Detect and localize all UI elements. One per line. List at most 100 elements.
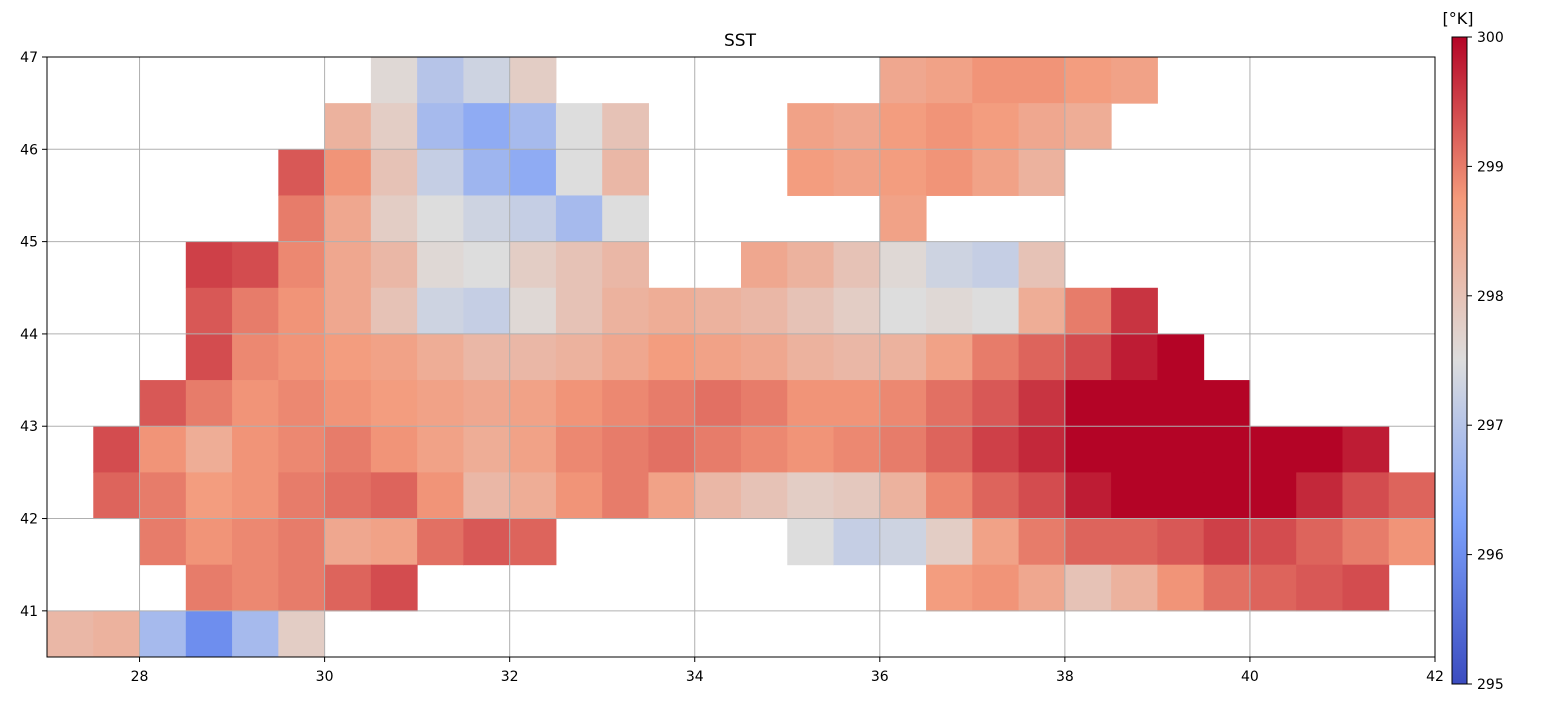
heatmap-cell xyxy=(185,518,233,566)
heatmap-cell xyxy=(833,380,881,427)
heatmap-cell xyxy=(232,241,279,289)
heatmap-cell xyxy=(185,380,233,427)
y-tick-label: 47 xyxy=(20,50,38,66)
heatmap-cell xyxy=(602,472,649,520)
heatmap-cell xyxy=(1064,380,1112,427)
heatmap-cell xyxy=(509,472,557,520)
heatmap-cell xyxy=(1064,333,1112,381)
heatmap-cell xyxy=(1342,518,1390,566)
heatmap-cell xyxy=(232,333,279,381)
heatmap-cell xyxy=(463,195,511,243)
heatmap-cell xyxy=(787,103,835,150)
heatmap-cell xyxy=(324,472,372,520)
heatmap-cell xyxy=(972,472,1020,520)
heatmap-cell xyxy=(972,287,1020,335)
heatmap-cell xyxy=(417,57,464,104)
heatmap-cell xyxy=(972,564,1020,612)
heatmap-cell xyxy=(1018,103,1066,150)
heatmap-cell xyxy=(833,149,881,196)
chart-title: SST xyxy=(724,31,757,51)
colorbar-tick-label: 295 xyxy=(1477,677,1504,693)
heatmap-cell xyxy=(1157,472,1205,520)
heatmap-cell xyxy=(833,241,881,289)
y-tick-label: 46 xyxy=(20,142,38,158)
heatmap-cell xyxy=(1342,426,1390,473)
heatmap-cell xyxy=(1388,518,1436,566)
colorbar-label: [°K] xyxy=(1443,9,1474,28)
heatmap-cell xyxy=(509,149,557,196)
heatmap-cell xyxy=(787,241,835,289)
heatmap-cell xyxy=(694,426,742,473)
heatmap-cell xyxy=(1249,518,1297,566)
heatmap-cell xyxy=(602,149,649,196)
heatmap-cell xyxy=(463,287,511,335)
heatmap-cell xyxy=(1342,472,1390,520)
heatmap-cell xyxy=(648,472,696,520)
heatmap-cell xyxy=(833,333,881,381)
heatmap-cell xyxy=(926,149,973,196)
heatmap-cell xyxy=(324,380,372,427)
heatmap-cell xyxy=(1203,518,1251,566)
heatmap-cell xyxy=(555,103,603,150)
heatmap-cell xyxy=(1342,564,1390,612)
heatmap-cell xyxy=(1296,518,1343,566)
heatmap-cell xyxy=(185,472,233,520)
heatmap-cell xyxy=(1203,564,1251,612)
heatmap-cell xyxy=(278,380,326,427)
heatmap-cell xyxy=(1249,472,1297,520)
heatmap-cell xyxy=(602,426,649,473)
heatmap-cell xyxy=(463,426,511,473)
heatmap-cell xyxy=(879,472,927,520)
heatmap-cell xyxy=(185,287,233,335)
heatmap-cell xyxy=(602,287,649,335)
heatmap-cell xyxy=(602,103,649,150)
heatmap-cell xyxy=(185,241,233,289)
heatmap-cell xyxy=(324,426,372,473)
heatmap-cell xyxy=(648,287,696,335)
heatmap-cell xyxy=(324,333,372,381)
heatmap-cell xyxy=(1111,564,1158,612)
heatmap-cell xyxy=(509,333,557,381)
heatmap-cell xyxy=(1111,426,1158,473)
heatmap-cell xyxy=(278,564,326,612)
heatmap-cell xyxy=(463,518,511,566)
heatmap-cell xyxy=(1018,149,1066,196)
heatmap-cell xyxy=(232,610,279,658)
heatmap-cell xyxy=(1111,518,1158,566)
plot-frame xyxy=(46,56,1436,658)
heatmap-cell xyxy=(1388,472,1436,520)
heatmap-cell xyxy=(185,564,233,612)
colorbar-tick-label: 296 xyxy=(1477,548,1504,564)
colorbar-tick-label: 300 xyxy=(1477,30,1504,46)
heatmap-cell xyxy=(278,287,326,335)
heatmap-cell xyxy=(1111,287,1158,335)
heatmap-cell xyxy=(278,426,326,473)
heatmap-cell xyxy=(324,149,372,196)
x-tick-label: 42 xyxy=(1426,669,1444,685)
heatmap-cell xyxy=(648,426,696,473)
heatmap-cell xyxy=(509,195,557,243)
y-tick-label: 44 xyxy=(20,327,38,343)
heatmap-cell xyxy=(602,333,649,381)
heatmap-cell xyxy=(1018,333,1066,381)
heatmap-cell xyxy=(879,103,927,150)
heatmap-cell xyxy=(278,195,326,243)
heatmap-cell xyxy=(370,241,418,289)
heatmap-cell xyxy=(972,333,1020,381)
heatmap-cell xyxy=(694,472,742,520)
heatmap-cell xyxy=(1018,472,1066,520)
heatmap-cell xyxy=(417,472,464,520)
heatmap-cell xyxy=(926,426,973,473)
heatmap-cell xyxy=(463,333,511,381)
heatmap-cell xyxy=(463,472,511,520)
y-tick-label: 41 xyxy=(20,604,38,620)
heatmap-cell xyxy=(278,518,326,566)
heatmap-cell xyxy=(232,380,279,427)
heatmap-cell xyxy=(1018,426,1066,473)
heatmap-cell xyxy=(926,564,973,612)
heatmap-cell xyxy=(602,195,649,243)
heatmap-cell xyxy=(1064,472,1112,520)
heatmap-cell xyxy=(741,380,788,427)
x-tick-label: 40 xyxy=(1241,669,1259,685)
